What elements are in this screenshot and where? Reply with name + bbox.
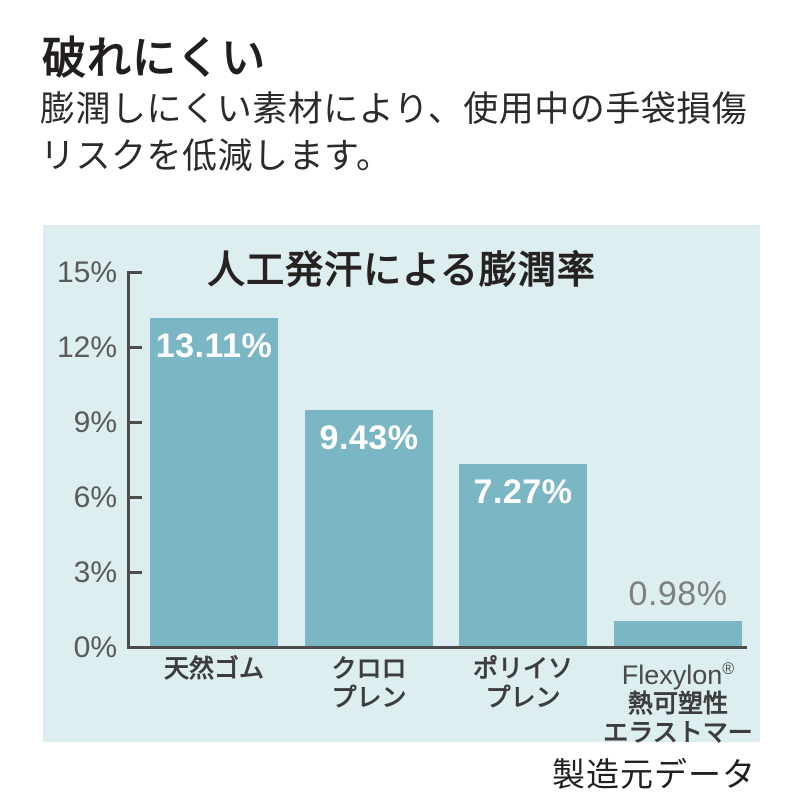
y-tick-mark bbox=[127, 421, 142, 424]
y-tick-label: 6% bbox=[73, 480, 117, 514]
y-tick-label: 15% bbox=[56, 255, 117, 289]
registered-trademark-symbol: ® bbox=[722, 660, 735, 678]
y-tick-mark bbox=[127, 496, 142, 499]
bar-3 bbox=[614, 621, 742, 646]
y-tick-label: 12% bbox=[56, 330, 117, 364]
y-tick-label: 3% bbox=[73, 555, 117, 589]
bar-0 bbox=[150, 318, 278, 646]
chart-title: 人工発汗による膨潤率 bbox=[207, 250, 596, 292]
bar-1 bbox=[305, 410, 433, 646]
y-tick-label: 9% bbox=[73, 405, 117, 439]
x-axis-line bbox=[127, 646, 747, 649]
x-axis-label: クロロ プレン bbox=[275, 655, 463, 713]
y-axis-line bbox=[127, 271, 130, 649]
bar-2 bbox=[459, 464, 587, 646]
x-axis-label-line: 熱可塑性 bbox=[627, 690, 728, 718]
x-axis-label-line: エラストマー bbox=[603, 719, 753, 747]
x-axis-label-line: ポリイソ bbox=[472, 655, 573, 683]
page-description: 膨潤しにくい素材により、使用中の手袋損傷 リスクを低減します。 bbox=[40, 90, 748, 176]
x-axis-label-line: Flexylon® bbox=[621, 660, 735, 690]
x-axis-label-line: プレン bbox=[485, 684, 561, 712]
x-axis-label-line: プレン bbox=[331, 684, 407, 712]
x-axis-label: Flexylon® 熱可塑性 エラストマー bbox=[584, 655, 772, 748]
source-note: 製造元データ bbox=[552, 756, 756, 793]
bar-value-label: 0.98% bbox=[628, 575, 728, 613]
bar-value-label: 7.27% bbox=[473, 473, 573, 511]
x-axis-label: ポリイソ プレン bbox=[429, 655, 617, 713]
x-axis-label-line: 天然ゴム bbox=[163, 655, 264, 683]
y-tick-mark bbox=[127, 571, 142, 574]
chart-panel: 人工発汗による膨潤率 15% 12% 9% 6% 3% 0% 13.11% 天然ゴム 9.43%… bbox=[43, 225, 760, 747]
y-tick-label: 0% bbox=[73, 630, 117, 664]
bar-value-label: 9.43% bbox=[319, 419, 419, 457]
x-axis-label: 天然ゴム bbox=[120, 655, 308, 684]
bar-value-label: 13.11% bbox=[155, 327, 273, 365]
y-tick-mark bbox=[127, 271, 142, 274]
y-tick-mark bbox=[127, 346, 142, 349]
x-axis-label-line: クロロ bbox=[331, 655, 407, 683]
page-title: 破れにくい bbox=[42, 34, 267, 83]
